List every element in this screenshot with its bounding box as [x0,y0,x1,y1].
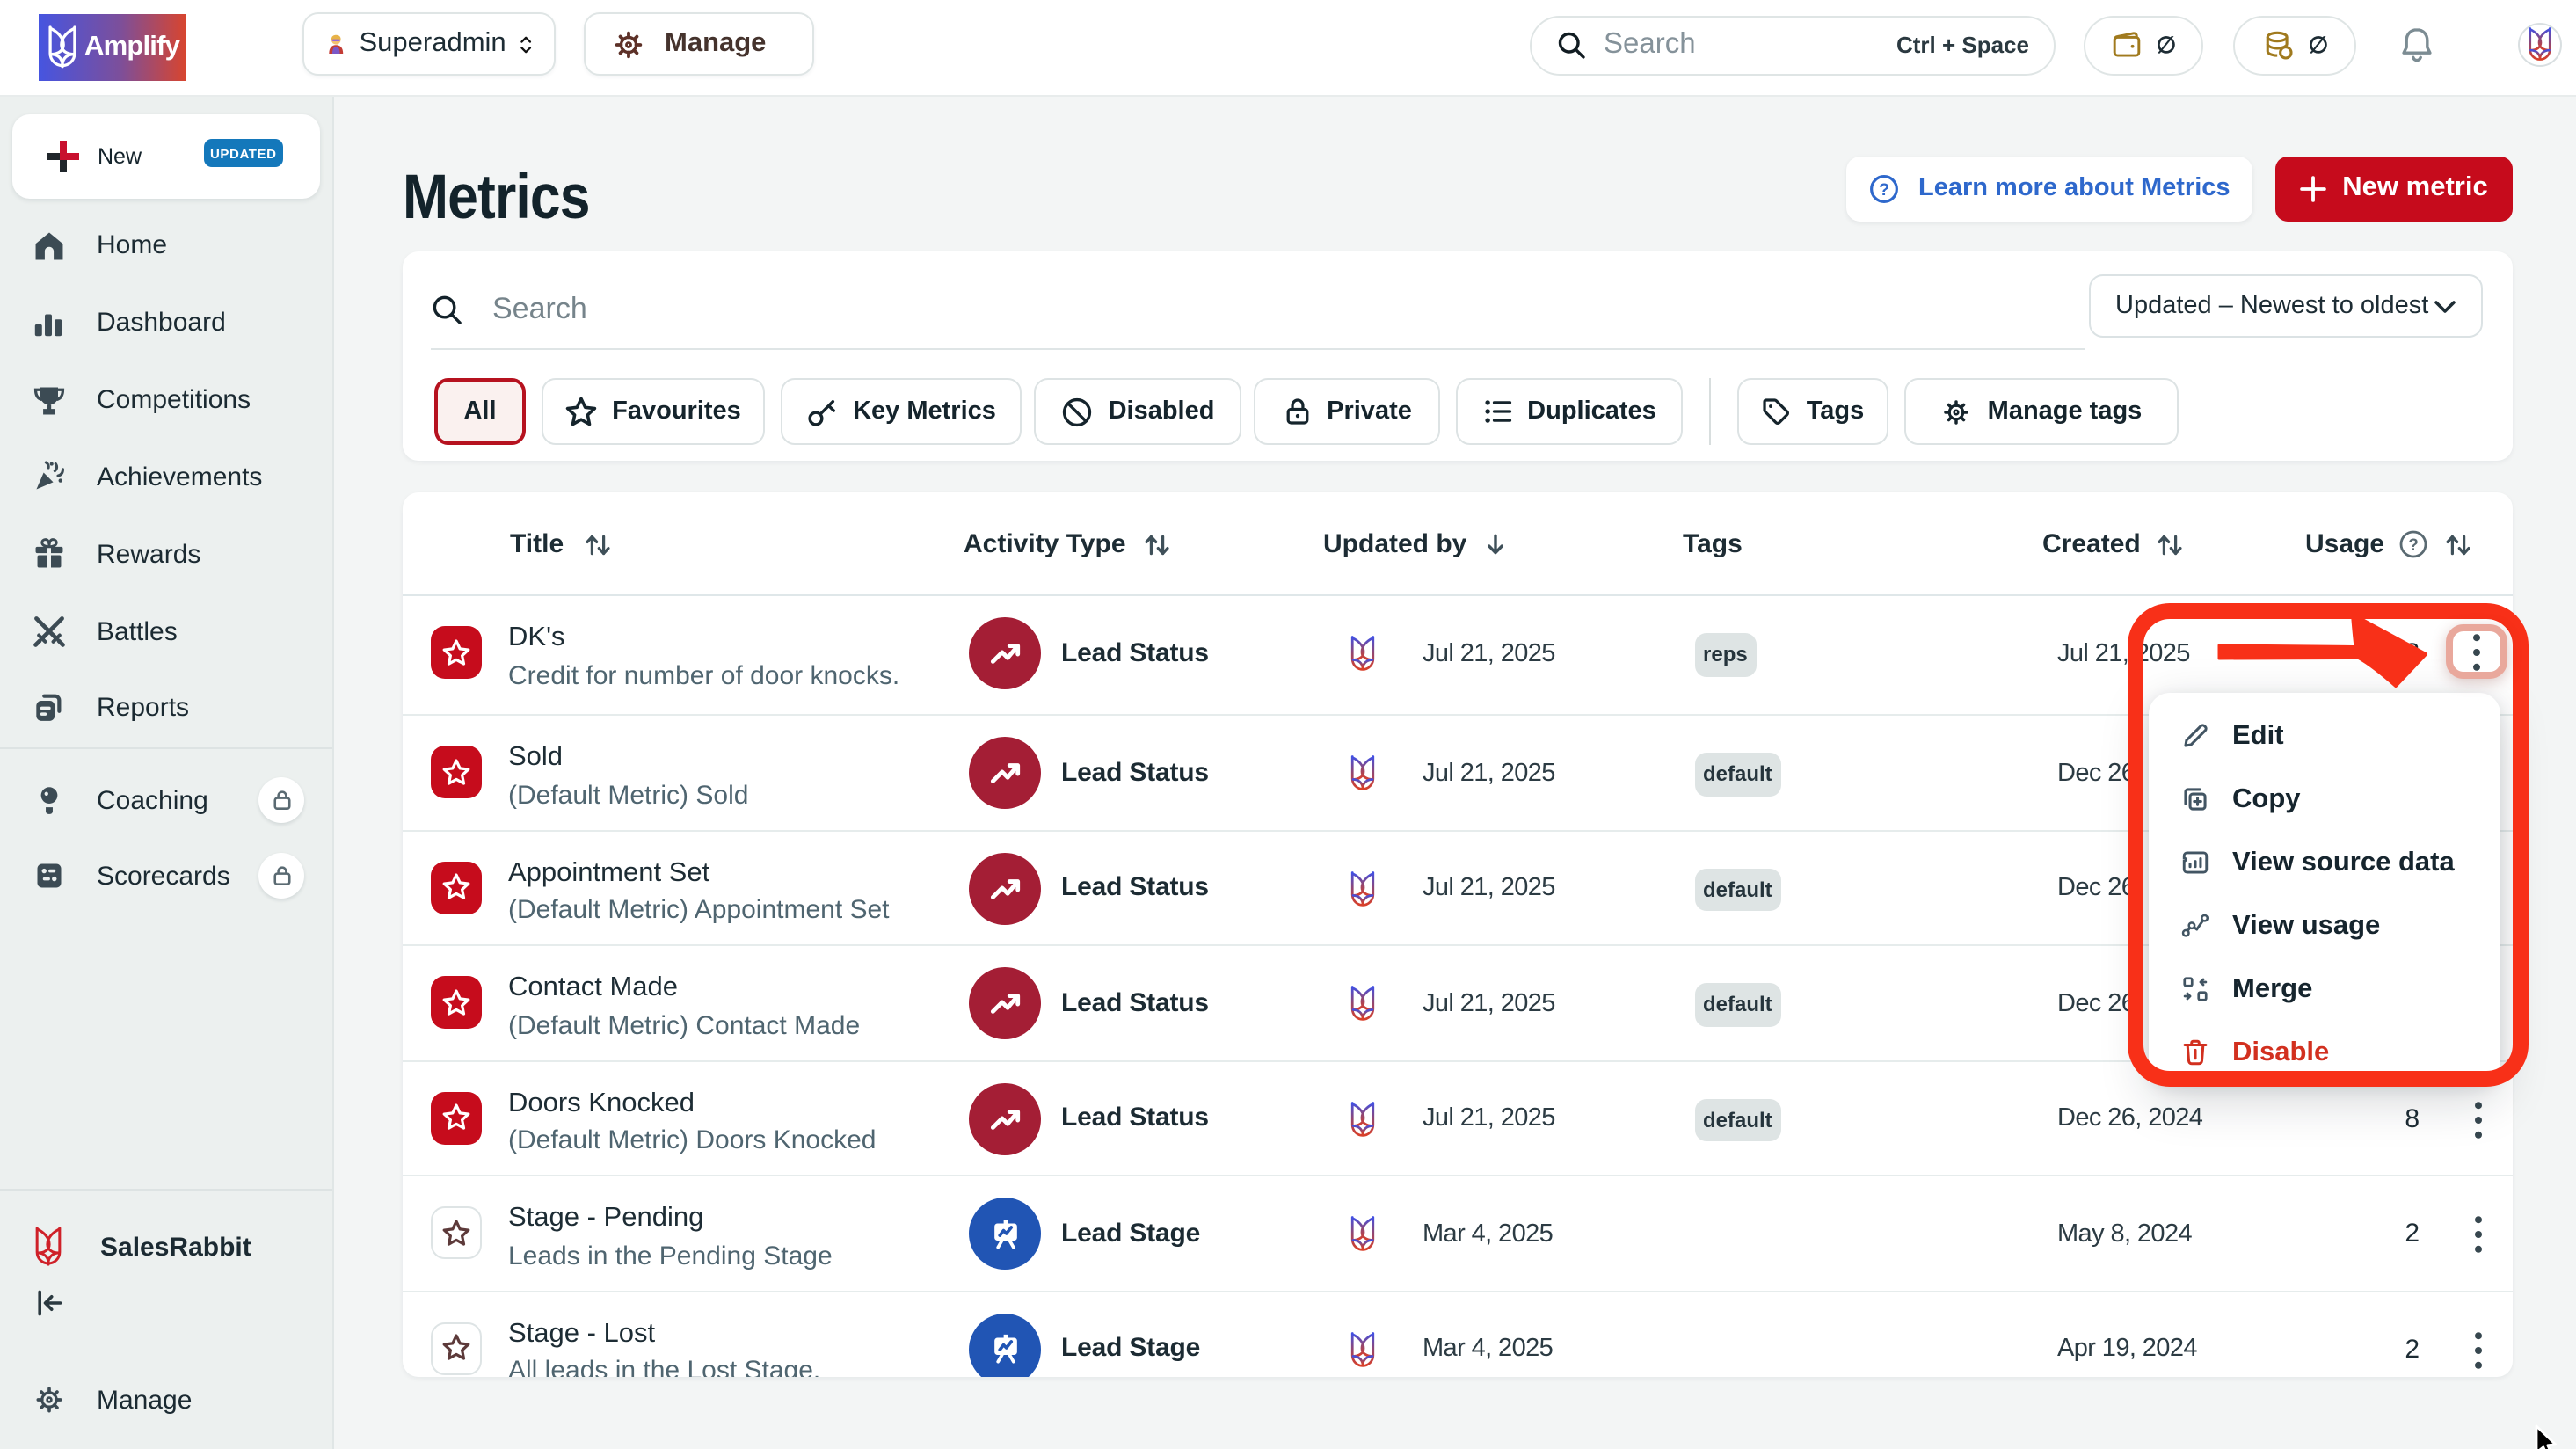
svg-text:?: ? [2408,536,2419,555]
svg-text:?: ? [1879,179,1889,199]
